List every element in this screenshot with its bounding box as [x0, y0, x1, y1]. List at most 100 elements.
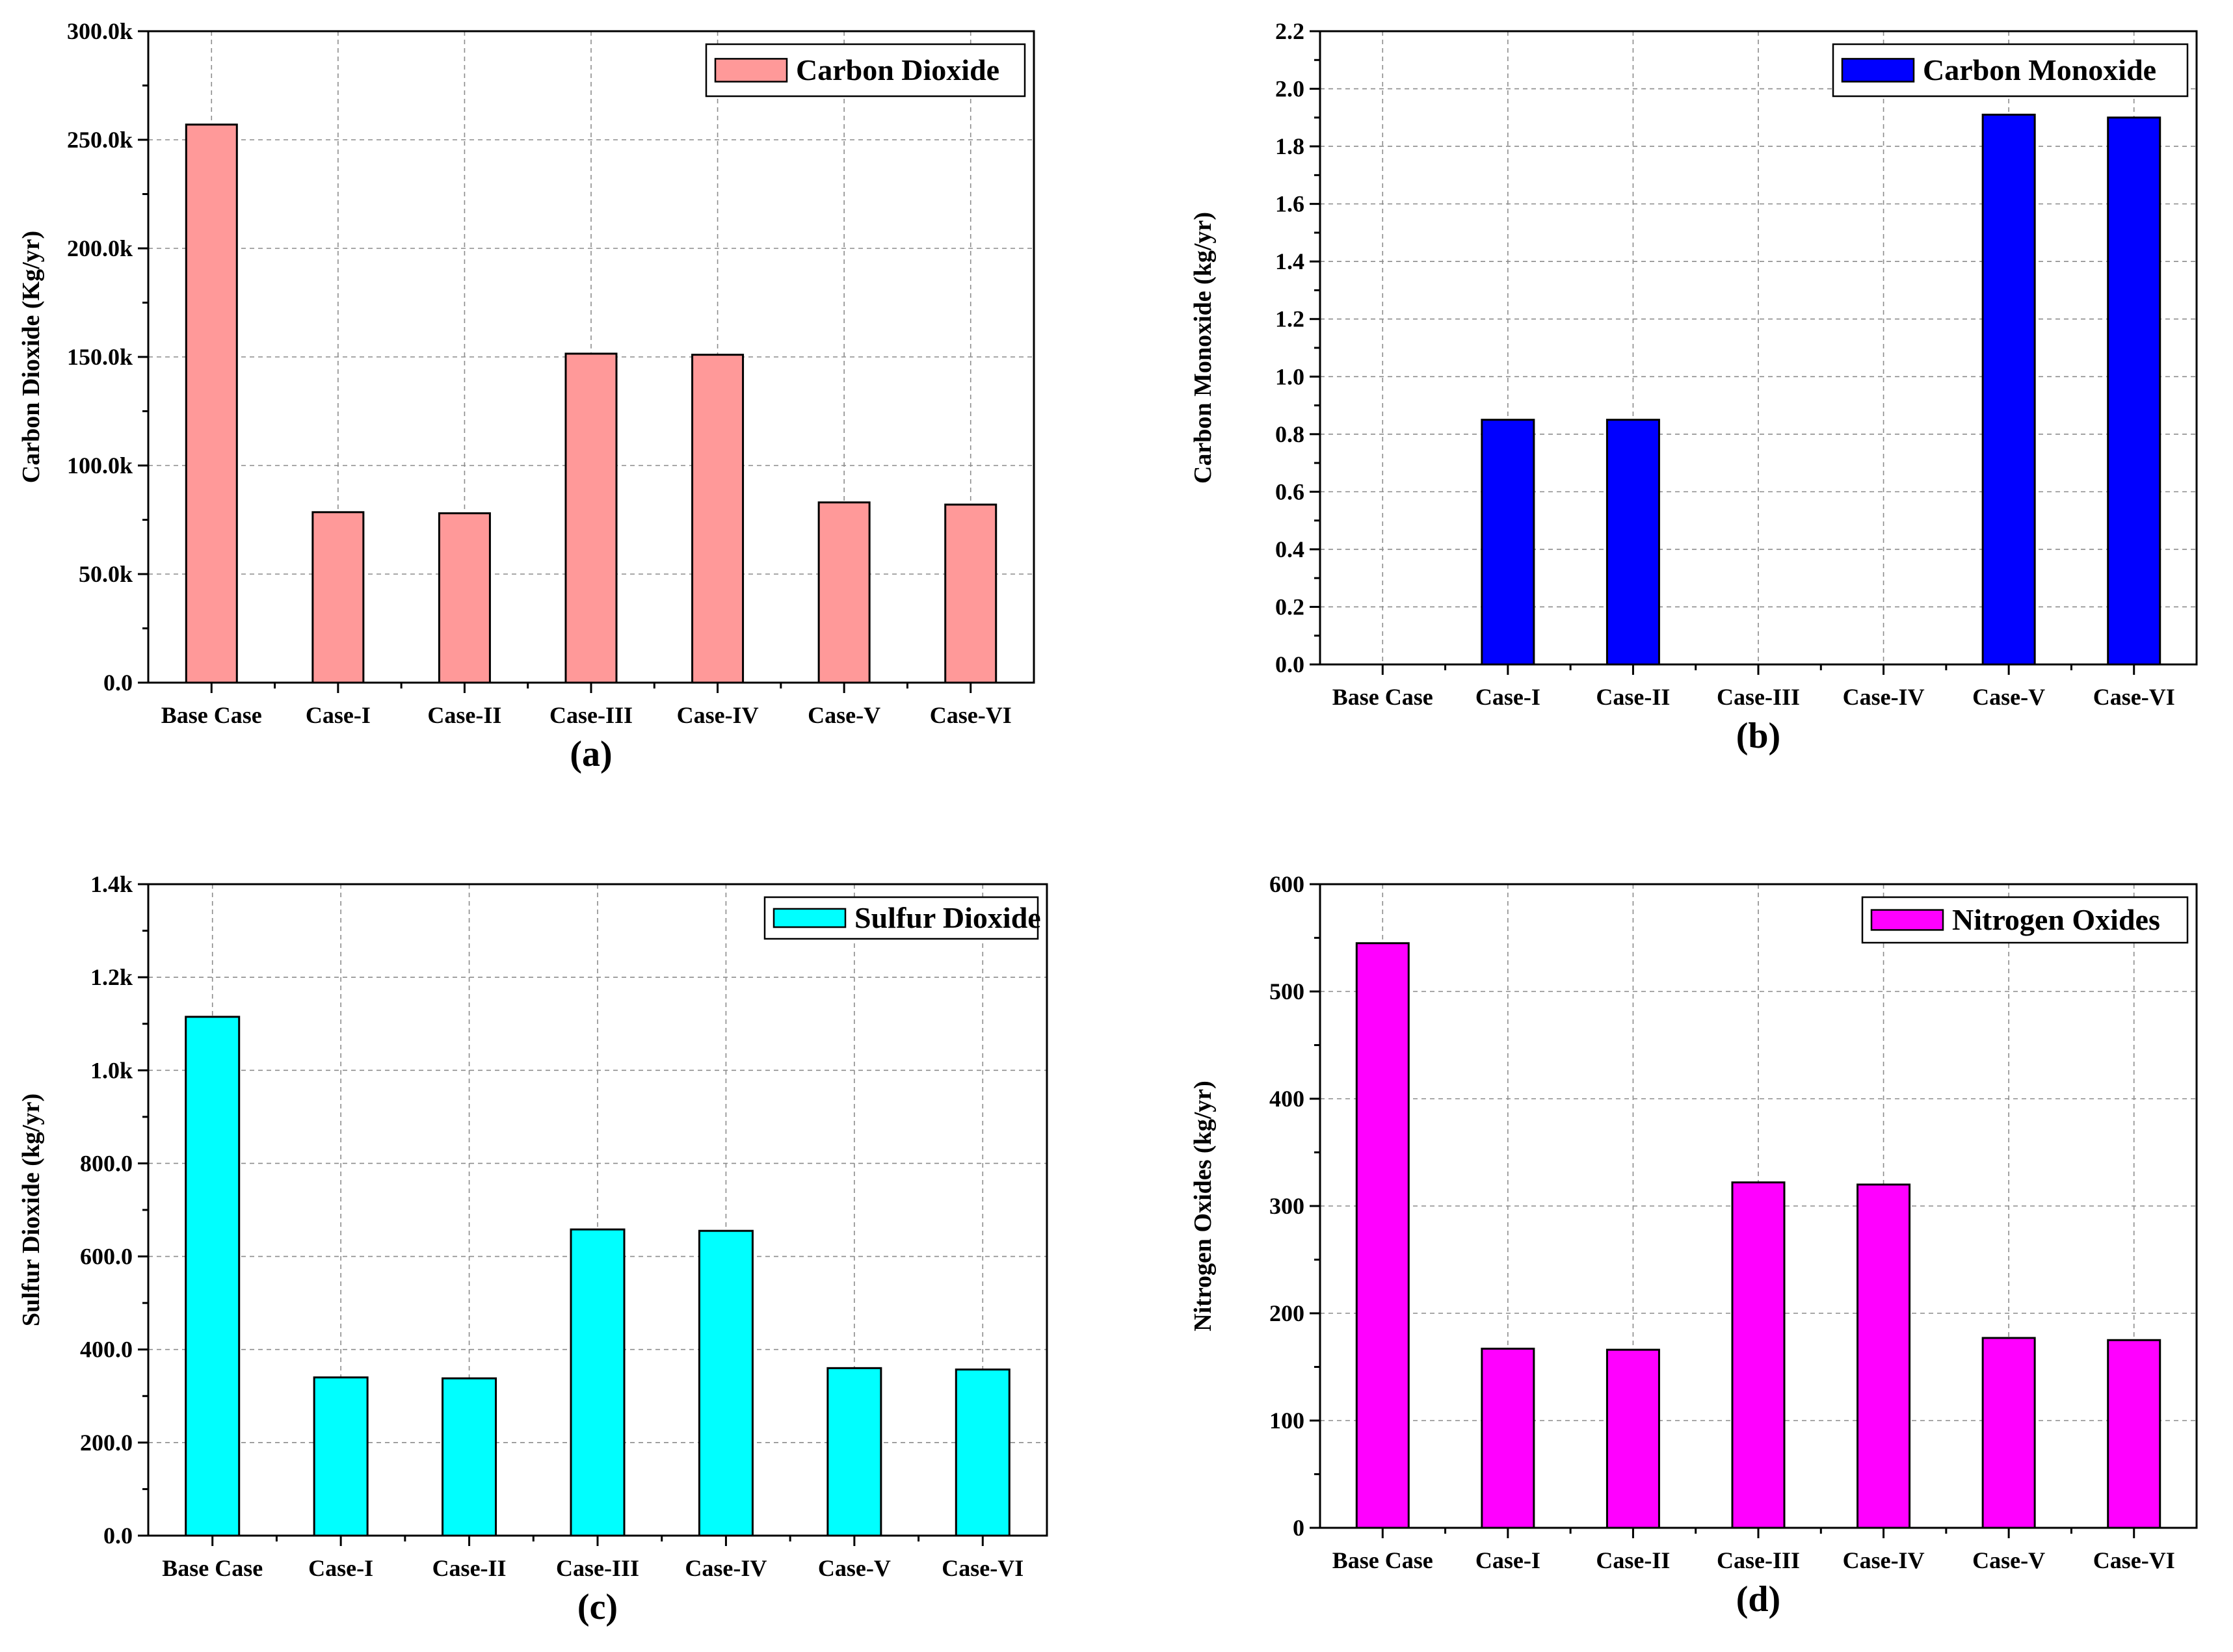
y-tick-label: 500	[1269, 978, 1304, 1004]
bar-case-i	[1481, 1347, 1535, 1529]
legend-label: Carbon Dioxide	[796, 53, 999, 86]
y-tick-label: 200.0	[80, 1430, 133, 1456]
x-tick-label: Case-I	[306, 702, 371, 728]
y-tick-label: 100.0k	[67, 452, 133, 479]
x-tick-label: Case-I	[308, 1555, 373, 1581]
x-tick-label: Case-V	[1972, 1547, 2045, 1573]
bar-case-ii	[442, 1377, 497, 1537]
bar-case-i	[313, 1376, 369, 1537]
bar-case-i	[311, 511, 365, 684]
chart-panel-3: 0.0 200.0 400.0 600.0 800.0 1.0k 1.2k 1.4k Base …	[18, 871, 1048, 1627]
y-tick-label: 1.2	[1275, 306, 1304, 332]
y-tick-label: 0.2	[1275, 594, 1304, 620]
panel-label: (a)	[570, 734, 612, 774]
x-tick-label: Case-VI	[2093, 684, 2175, 710]
x-tick-label: Base Case	[1332, 684, 1433, 710]
x-tick-label: Case-V	[818, 1555, 891, 1581]
y-tick-label: 1.4k	[90, 871, 133, 897]
x-tick-label: Case-IV	[1843, 1547, 1925, 1573]
legend-swatch	[773, 908, 847, 928]
chart-panel-1: 0.0 50.0k 100.0k 150.0k 200.0k 250.0k 300.0k Ba…	[18, 18, 1035, 774]
legend-label: Carbon Monoxide	[1923, 53, 2156, 86]
x-tick-label: Case-II	[427, 702, 501, 728]
x-tick-label: Case-III	[556, 1555, 639, 1581]
y-tick-label: 400	[1269, 1086, 1304, 1112]
y-tick-label: 0.6	[1275, 479, 1304, 505]
y-tick-label: 250.0k	[67, 127, 133, 153]
y-tick-label: 0.0	[103, 1523, 133, 1549]
legend-label: Sulfur Dioxide	[854, 901, 1041, 934]
x-tick-label: Case-VI	[930, 702, 1012, 728]
x-tick-label: Case-V	[808, 702, 880, 728]
y-tick-label: 50.0k	[79, 561, 133, 587]
x-tick-label: Base Case	[1332, 1547, 1433, 1573]
y-tick-label: 0.8	[1275, 421, 1304, 447]
x-tick-label: Case-III	[549, 702, 633, 728]
bar-base-case	[1355, 942, 1410, 1529]
x-tick-label: Case-III	[1717, 1547, 1800, 1573]
x-tick-label: Case-I	[1475, 1547, 1540, 1573]
bar-case-ii	[438, 512, 491, 684]
y-axis-title: Carbon Dioxide (Kg/yr)	[18, 231, 45, 483]
x-tick-label: Case-II	[1596, 1547, 1670, 1573]
y-tick-label: 1.6	[1275, 191, 1304, 217]
bar-case-v	[1981, 1337, 2036, 1529]
y-tick-label: 800.0	[80, 1150, 133, 1176]
y-tick-label: 0.0	[103, 670, 133, 696]
chart-panel-4: 0 100 200 300 400 500 600 Base Case Case-I Case-I…	[1189, 871, 2198, 1619]
bar-case-vi	[955, 1368, 1011, 1537]
bar-case-v	[1981, 113, 2036, 666]
bar-case-vi	[2107, 116, 2161, 666]
bar-case-iv	[691, 354, 745, 684]
legend-swatch	[1841, 58, 1915, 83]
y-axis-title: Nitrogen Oxides (kg/yr)	[1189, 1081, 1217, 1331]
y-tick-label: 0.4	[1275, 536, 1304, 562]
y-tick-label: 0.0	[1275, 651, 1304, 677]
bar-case-iv	[698, 1229, 754, 1537]
y-tick-label: 2.2	[1275, 18, 1304, 44]
y-axis-title: Carbon Monoxide (kg/yr)	[1189, 212, 1217, 484]
bar-case-v	[826, 1367, 882, 1537]
bar-case-iii	[1731, 1181, 1786, 1529]
x-tick-label: Case-II	[1596, 684, 1670, 710]
bar-case-vi	[944, 503, 998, 684]
panel-label: (d)	[1736, 1579, 1780, 1619]
y-tick-label: 1.8	[1275, 133, 1304, 159]
chart-panel-2: 0.0 0.2 0.4 0.6 0.8 1.0 1.2 1.4 1.6 1.8 2.0 2.2 Base…	[1189, 18, 2198, 756]
bar-case-ii	[1605, 419, 1660, 666]
panel-label: (c)	[577, 1587, 618, 1627]
y-tick-label: 1.0k	[90, 1057, 133, 1083]
bar-case-v	[817, 501, 871, 684]
y-tick-label: 300	[1269, 1193, 1304, 1219]
y-axis-title: Sulfur Dioxide (kg/yr)	[18, 1094, 45, 1326]
y-tick-label: 1.2k	[90, 964, 133, 990]
x-tick-label: Case-VI	[2093, 1547, 2175, 1573]
x-tick-label: Case-IV	[685, 1555, 767, 1581]
y-tick-label: 600	[1269, 871, 1304, 897]
bar-case-iv	[1856, 1183, 1911, 1529]
legend-label: Nitrogen Oxides	[1952, 903, 2160, 936]
x-tick-label: Case-VI	[942, 1555, 1024, 1581]
y-tick-label: 300.0k	[67, 18, 133, 44]
y-tick-label: 200.0k	[67, 235, 133, 261]
y-tick-label: 1.0	[1275, 363, 1304, 389]
x-tick-label: Base Case	[162, 1555, 263, 1581]
panel-label: (b)	[1736, 716, 1780, 756]
bar-case-vi	[2107, 1339, 2161, 1529]
bar-case-iii	[570, 1228, 626, 1537]
y-tick-label: 2.0	[1275, 76, 1304, 102]
x-tick-label: Case-IV	[1843, 684, 1925, 710]
y-tick-label: 1.4	[1275, 248, 1304, 274]
x-tick-label: Case-III	[1717, 684, 1800, 710]
y-tick-label: 150.0k	[67, 344, 133, 370]
x-tick-label: Case-V	[1972, 684, 2045, 710]
y-tick-label: 600.0	[80, 1244, 133, 1270]
bar-case-i	[1481, 419, 1535, 666]
x-tick-label: Case-IV	[677, 702, 759, 728]
bar-case-ii	[1605, 1348, 1660, 1529]
legend-swatch	[1870, 909, 1944, 931]
legend-swatch	[714, 58, 788, 83]
y-tick-label: 100	[1269, 1408, 1304, 1434]
y-tick-label: 200	[1269, 1300, 1304, 1326]
